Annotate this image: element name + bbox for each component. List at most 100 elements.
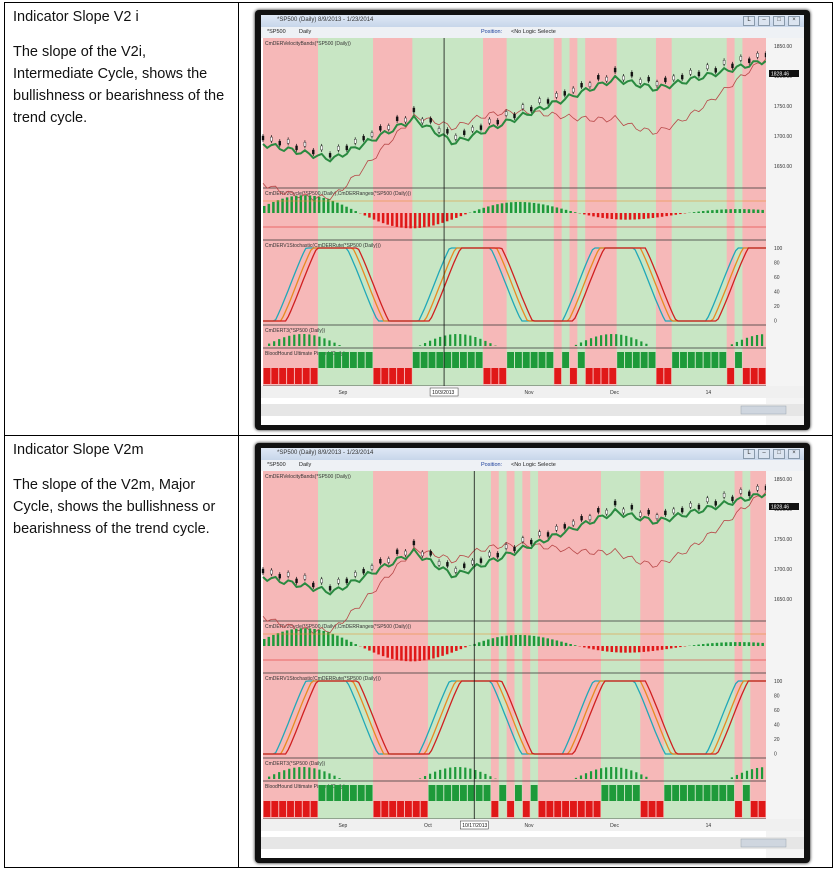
signal-block <box>758 368 766 384</box>
cycle-histogram-bar <box>669 213 673 216</box>
zone-band <box>420 471 429 819</box>
zone-band <box>388 38 398 386</box>
minimize-icon[interactable]: – <box>758 16 770 26</box>
cycle-histogram-bar <box>679 646 682 648</box>
zone-band <box>577 38 586 386</box>
price-candle <box>421 551 424 557</box>
close-icon[interactable]: × <box>788 449 800 459</box>
price-candle <box>530 106 533 112</box>
zone-band <box>349 471 358 819</box>
signal-block <box>735 352 742 368</box>
signal-block <box>609 368 617 384</box>
cycle-histogram-bar <box>637 646 641 653</box>
t3-bar <box>479 771 482 779</box>
t3-bar <box>625 768 628 779</box>
help-icon[interactable]: L <box>743 449 755 459</box>
interval-dropdown[interactable]: Daily <box>299 29 312 35</box>
price-candle <box>680 74 684 80</box>
cycle-histogram-bar <box>304 628 307 646</box>
interval-dropdown[interactable]: Daily <box>299 462 312 468</box>
price-candle <box>722 60 726 65</box>
signal-block <box>593 368 601 384</box>
price-candle <box>697 504 701 510</box>
price-tick-label: 1650.00 <box>774 164 792 170</box>
zone-band <box>404 38 413 386</box>
zone-band <box>435 38 445 386</box>
panel-label: CmDERV2Cycle(*SP500 (Daily),CmDERRanges(… <box>265 624 411 630</box>
zone-band <box>388 471 398 819</box>
t3-bar <box>449 334 452 346</box>
signal-block <box>546 801 554 817</box>
cycle-histogram-bar <box>624 213 627 220</box>
cycle-histogram-bar <box>368 646 371 651</box>
cycle-histogram-bar <box>299 628 303 646</box>
signal-block <box>397 368 404 384</box>
stochastic-tick-label: 100 <box>774 246 783 252</box>
strategy-dropdown[interactable]: <No Logic Selecte <box>511 462 556 468</box>
signal-block <box>703 352 711 368</box>
zone-band <box>514 471 523 819</box>
signal-block <box>302 801 310 817</box>
t3-bar <box>574 777 578 779</box>
zone-band <box>655 471 665 819</box>
stochastic-tick-label: 20 <box>774 304 780 310</box>
signal-block <box>593 801 601 817</box>
price-tick-label: 1850.00 <box>774 44 792 50</box>
cycle-histogram-bar <box>496 204 499 213</box>
cycle-histogram-bar <box>432 213 435 226</box>
cycle-histogram-bar <box>509 635 513 646</box>
stochastic-tick-label: 100 <box>774 679 783 685</box>
zone-band <box>718 471 728 819</box>
strategy-dropdown[interactable]: <No Logic Selecte <box>511 29 556 35</box>
price-candle <box>446 129 449 134</box>
zone-band <box>671 38 681 386</box>
signal-block <box>640 352 648 368</box>
price-candle <box>613 500 617 506</box>
minimize-icon[interactable]: – <box>758 449 770 459</box>
cycle-histogram-bar <box>555 207 559 213</box>
signal-block <box>318 785 326 801</box>
price-candle <box>722 493 726 498</box>
trading-chart[interactable]: CmDERVelocityBands(*SP500 (Daily)) CmDERV… <box>261 38 804 425</box>
trading-chart[interactable]: CmDERVelocityBands(*SP500 (Daily)) CmDERV… <box>261 471 804 858</box>
symbol-dropdown[interactable]: *SP500 <box>267 29 286 35</box>
indicator-description: The slope of the V2m, Major Cycle, shows… <box>13 477 216 537</box>
help-icon[interactable]: L <box>743 16 755 26</box>
maximize-icon[interactable]: □ <box>773 16 785 26</box>
table-row: Indicator Slope V2 i The slope of the V2… <box>5 3 832 436</box>
price-tick-label: 1750.00 <box>774 104 792 110</box>
cycle-histogram-bar <box>427 646 431 660</box>
t3-bar <box>313 335 316 346</box>
cycle-histogram-bar <box>464 646 467 648</box>
zone-band <box>396 38 405 386</box>
cycle-histogram-bar <box>569 644 572 646</box>
symbol-dropdown[interactable]: *SP500 <box>267 462 286 468</box>
cycle-histogram-bar <box>601 213 604 218</box>
signal-block <box>310 368 318 384</box>
zone-band <box>365 471 374 819</box>
price-candle <box>639 79 642 84</box>
window-titlebar: *SP500 (Daily) 8/9/2013 - 1/23/2014 L – □ × <box>261 448 804 460</box>
cycle-histogram-bar <box>391 213 394 226</box>
signal-block <box>538 801 546 817</box>
cycle-histogram-bar <box>692 212 696 213</box>
cycle-histogram-bar <box>729 642 732 646</box>
close-icon[interactable]: × <box>788 16 800 26</box>
price-candle <box>504 111 508 116</box>
signal-block <box>507 801 514 817</box>
cycle-histogram-bar <box>327 199 330 213</box>
cycle-histogram-bar <box>345 639 348 646</box>
signal-block <box>294 801 302 817</box>
moving-average-line <box>262 60 767 163</box>
cycle-histogram-bar <box>583 646 586 648</box>
cycle-histogram-bar <box>500 203 504 213</box>
cycle-histogram-bar <box>331 633 335 646</box>
t3-bar <box>273 774 276 779</box>
price-candle <box>286 572 290 577</box>
zone-band <box>263 471 272 819</box>
maximize-icon[interactable]: □ <box>773 449 785 459</box>
panel-label: BloodHound Ultimate Pinned (Daily) <box>265 784 345 790</box>
cycle-histogram-bar <box>263 638 266 646</box>
cycle-histogram-bar <box>551 206 554 213</box>
t3-bar <box>760 334 764 346</box>
